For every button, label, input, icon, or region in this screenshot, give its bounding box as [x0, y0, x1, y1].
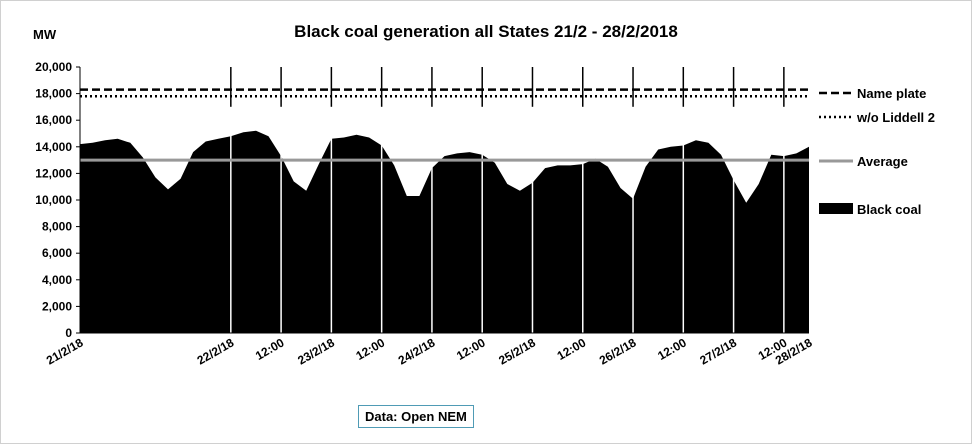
x-tick-label: 21/2/18 [44, 335, 86, 367]
x-tick-label: 22/2/18 [195, 335, 237, 367]
x-tick-label: 26/2/18 [597, 335, 639, 367]
y-tick-label: 14,000 [35, 140, 72, 154]
y-tick-label: 18,000 [35, 87, 72, 101]
x-tick-label: 25/2/18 [496, 335, 538, 367]
black-coal-area [80, 130, 809, 333]
y-tick-label: 2,000 [42, 299, 72, 313]
x-tick-label: 12:00 [655, 335, 689, 363]
x-tick-label: 27/2/18 [697, 335, 739, 367]
x-tick-label: 12:00 [454, 335, 488, 363]
x-tick-label: 12:00 [555, 335, 589, 363]
y-tick-label: 6,000 [42, 246, 72, 260]
chart-title: Black coal generation all States 21/2 - … [294, 22, 678, 41]
y-tick-label: 4,000 [42, 273, 72, 287]
y-tick-label: 0 [65, 326, 72, 340]
legend: Name plate w/o Liddell 2 Average Black coal [819, 86, 935, 217]
y-tick-label: 8,000 [42, 220, 72, 234]
legend-label: w/o Liddell 2 [856, 110, 935, 125]
y-tick-label: 12,000 [35, 166, 72, 180]
plot-area: 0 2,000 4,000 6,000 8,000 10,000 12,000 14,000 1… [35, 60, 814, 368]
x-tick-label: 23/2/18 [295, 335, 337, 367]
y-tick-label: 10,000 [35, 193, 72, 207]
x-tick-label: 12:00 [253, 335, 287, 363]
y-tick-label: 16,000 [35, 113, 72, 127]
x-tick-label: 24/2/18 [396, 335, 438, 367]
x-tick-label: 12:00 [354, 335, 388, 363]
data-source-label: Data: Open NEM [358, 405, 474, 428]
y-axis-unit-label: MW [33, 27, 57, 42]
legend-label: Black coal [857, 202, 921, 217]
legend-label: Average [857, 154, 908, 169]
legend-swatch-black-coal [819, 203, 853, 214]
y-tick-label: 20,000 [35, 60, 72, 74]
legend-label: Name plate [857, 86, 926, 101]
